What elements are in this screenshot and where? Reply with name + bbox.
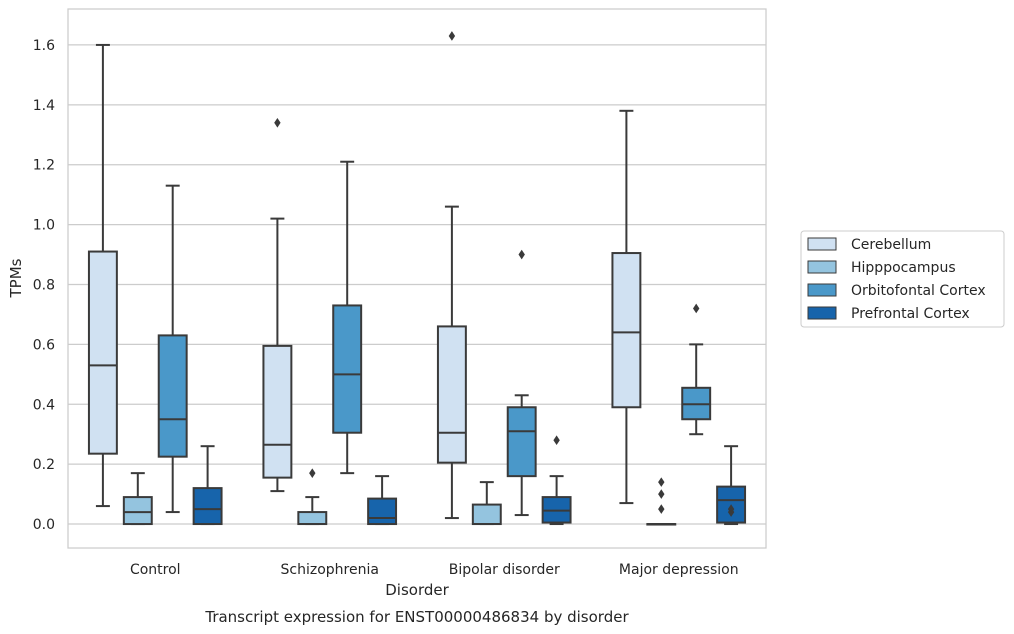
legend-label: Prefrontal Cortex — [851, 306, 970, 322]
box-group — [122, 472, 153, 526]
box-group — [611, 109, 642, 505]
legend-swatch — [807, 306, 837, 320]
outlier-point — [274, 117, 281, 128]
y-tick-label: 1.4 — [33, 98, 55, 114]
x-axis-label: Disorder — [385, 581, 449, 599]
box-group — [297, 468, 328, 526]
x-tick-label: Major depression — [619, 562, 739, 578]
y-tick-label: 1.2 — [33, 158, 55, 174]
outlier-point — [727, 507, 735, 517]
y-tick-label: 0.4 — [33, 397, 55, 413]
outlier-point — [309, 468, 316, 478]
x-tick-label: Schizophrenia — [281, 562, 379, 578]
outlier-point — [553, 435, 560, 445]
box-group — [157, 184, 188, 514]
outlier-point — [448, 31, 456, 41]
y-tick-label: 0.2 — [33, 457, 55, 473]
box — [611, 252, 642, 409]
legend-swatch — [807, 260, 837, 274]
outlier-point — [658, 477, 665, 487]
box-group — [506, 249, 537, 517]
box — [262, 344, 293, 479]
outlier-point — [658, 489, 665, 499]
legend-swatch — [807, 283, 837, 297]
legend-label: Hipppocampus — [851, 260, 956, 276]
legend-swatch — [807, 237, 837, 251]
box-series — [87, 31, 747, 526]
y-axis-ticks: 0.0 0.2 0.4 0.6 0.8 1.0 1.2 1.4 1.6 — [33, 38, 55, 533]
legend-label: Cerebellum — [851, 237, 931, 253]
x-tick-label: Control — [130, 562, 181, 578]
box-group — [87, 43, 118, 508]
box-group — [716, 445, 747, 526]
box — [192, 487, 223, 526]
box-group — [541, 435, 572, 526]
outlier-point — [658, 504, 665, 514]
y-axis-label: TPMs — [7, 258, 25, 298]
y-tick-label: 1.6 — [33, 38, 55, 54]
y-tick-label: 1.0 — [33, 218, 55, 234]
box-group — [192, 445, 223, 526]
plot-background — [68, 9, 766, 548]
box — [87, 250, 118, 455]
y-tick-label: 0.0 — [33, 517, 55, 533]
box-group — [367, 475, 398, 526]
box — [506, 406, 537, 478]
box — [367, 497, 398, 526]
box — [436, 325, 467, 464]
outlier-point — [518, 249, 525, 260]
x-axis-ticks: Control Schizophrenia Bipolar disorder Majo… — [130, 562, 739, 578]
box-group — [436, 31, 467, 520]
legend-label: Orbitofontal Cortex — [851, 283, 986, 299]
box-group — [681, 303, 712, 436]
box-group — [471, 481, 502, 526]
outlier-point — [693, 303, 700, 314]
legend-frame — [800, 230, 1005, 328]
plot-frame — [67, 8, 767, 549]
y-tick-label: 0.6 — [33, 337, 55, 353]
box — [332, 304, 363, 434]
box — [297, 511, 328, 526]
box-group — [646, 477, 677, 526]
y-tick-label: 0.8 — [33, 277, 55, 293]
x-tick-label: Bipolar disorder — [449, 562, 560, 578]
chart-title: Transcript expression for ENST0000048683… — [204, 608, 629, 626]
box — [157, 334, 188, 458]
legend: Cerebellum Hipppocampus Orbitofontal Corte… — [800, 230, 1005, 328]
box — [471, 503, 502, 526]
box-group — [332, 160, 363, 475]
box — [122, 496, 153, 526]
box-group — [262, 117, 293, 493]
